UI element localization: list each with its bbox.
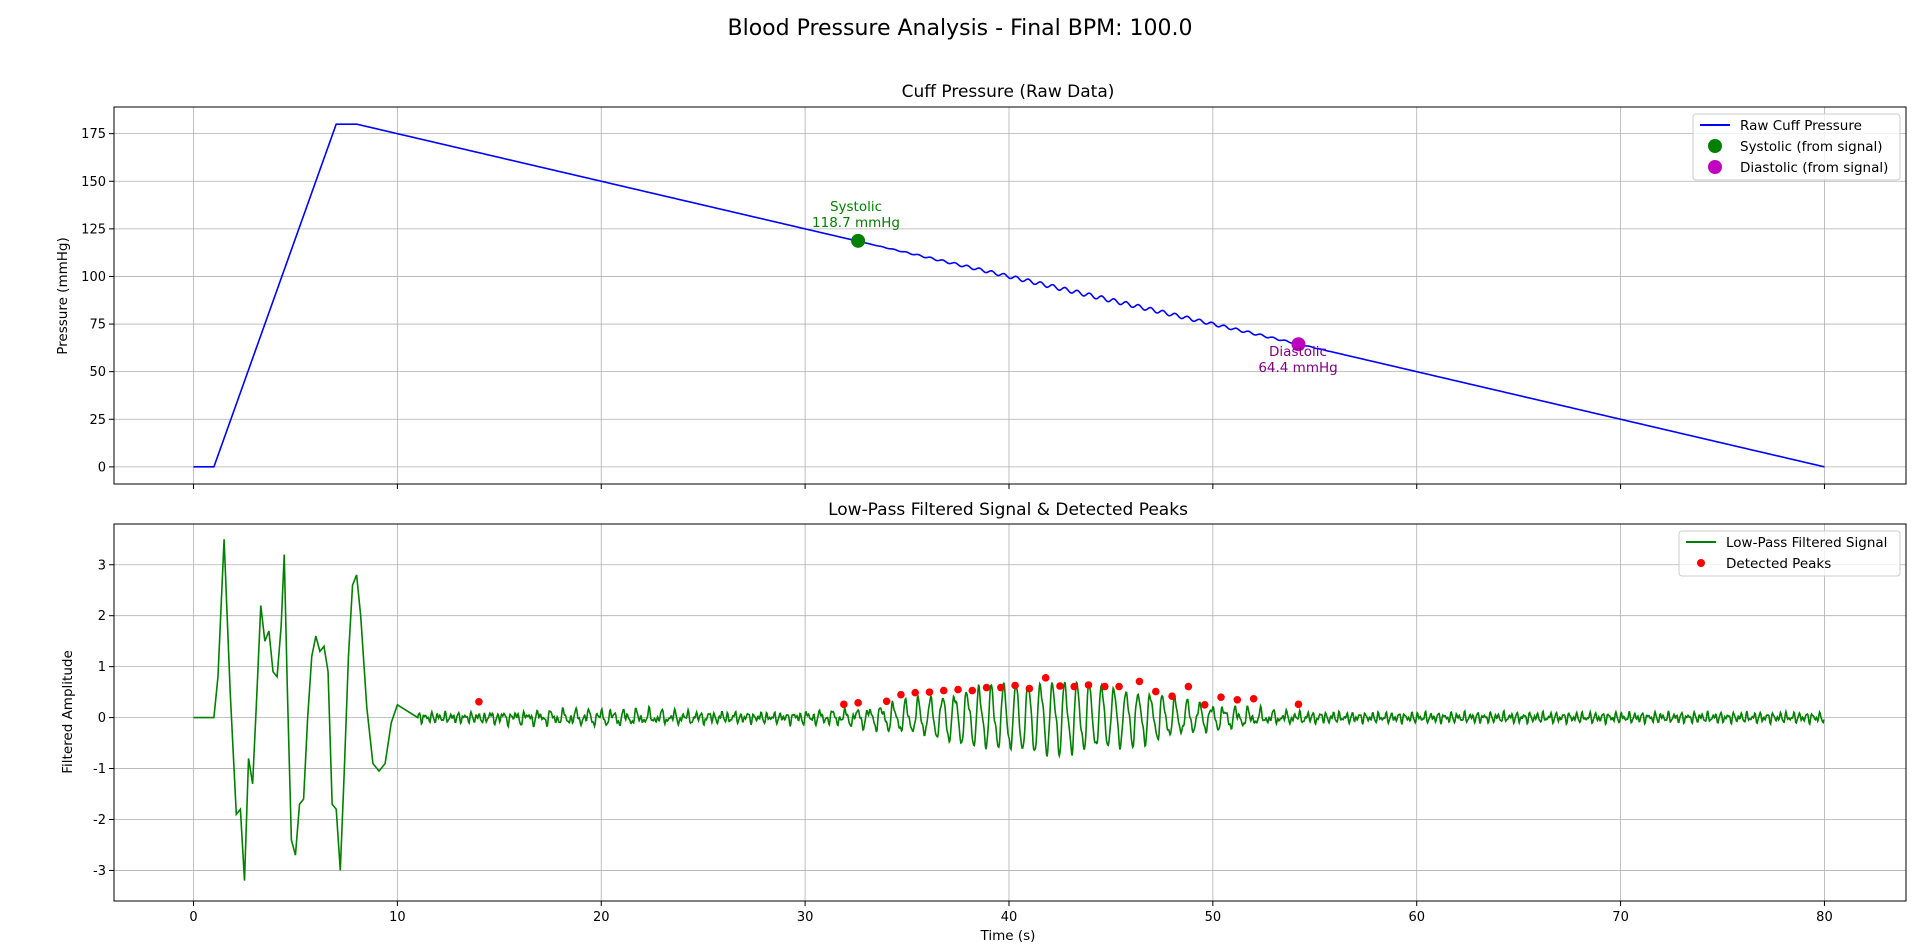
x-tick-label: 30 xyxy=(797,910,814,925)
panel-title-cuff-pressure: Cuff Pressure (Raw Data) xyxy=(902,82,1115,102)
detected-peak-point xyxy=(1200,701,1209,709)
x-tick-label: 10 xyxy=(389,910,406,925)
plot-frame xyxy=(113,106,1907,485)
systolic-marker xyxy=(851,233,866,248)
series-layer xyxy=(193,123,1825,468)
cuff-pressure-panel: Cuff Pressure (Raw Data) 0 25 50 75 100 125 15… xyxy=(55,82,1907,489)
detected-peak-point xyxy=(1025,684,1034,693)
series-layer xyxy=(193,539,1825,881)
panel-title-filtered-signal: Low-Pass Filtered Signal & Detected Peak… xyxy=(828,500,1188,520)
x-ticks xyxy=(193,484,1825,489)
detected-peak-point xyxy=(997,683,1005,692)
detected-peak-point xyxy=(968,686,977,695)
y-tick-label: 125 xyxy=(81,222,106,237)
detected-peak-point xyxy=(1056,682,1064,690)
detected-peak-point xyxy=(1233,695,1242,704)
y-tick-label: 2 xyxy=(98,609,106,624)
diastolic-annotation-label: Diastolic xyxy=(1269,344,1327,360)
legend-label-systolic: Systolic (from signal) xyxy=(1740,139,1883,155)
y-tick-label: 175 xyxy=(81,127,106,142)
y-tick-label: 0 xyxy=(98,711,106,726)
detected-peak-point xyxy=(1184,682,1193,691)
systolic-annotation-label: Systolic xyxy=(830,199,882,215)
legend-marker-detected-peaks xyxy=(1697,559,1705,567)
legend-label-diastolic: Diastolic (from signal) xyxy=(1740,160,1888,176)
detected-peak-point xyxy=(1011,681,1019,690)
legend-label-raw-cuff-pressure: Raw Cuff Pressure xyxy=(1740,118,1862,134)
detected-peak-point xyxy=(1168,692,1176,700)
detected-peak-point xyxy=(1084,681,1093,689)
legend-box xyxy=(1692,113,1901,181)
x-tick-label: 50 xyxy=(1205,910,1222,925)
detected-peak-point xyxy=(1151,687,1160,696)
x-axis-label-time: Time (s) xyxy=(980,928,1036,944)
detected-peak-point xyxy=(1294,700,1303,709)
legend-box xyxy=(1678,530,1901,577)
detected-peak-point xyxy=(1070,682,1079,691)
y-tick-label: 0 xyxy=(98,460,106,475)
plot-frame xyxy=(113,523,1907,902)
y-axis-label-pressure: Pressure (mmHg) xyxy=(55,237,71,355)
y-ticks: -3 -2 -1 0 1 2 3 xyxy=(93,558,114,879)
detected-peak-point xyxy=(925,688,934,696)
systolic-annotation-value: 118.7 mmHg xyxy=(812,215,900,231)
y-tick-label: 1 xyxy=(98,660,106,675)
x-tick-label: 60 xyxy=(1408,910,1425,925)
detected-peak-point xyxy=(1135,677,1144,686)
marker-layer xyxy=(851,233,1306,352)
figure-title: Blood Pressure Analysis - Final BPM: 100… xyxy=(727,16,1192,41)
y-tick-label: -2 xyxy=(93,813,106,828)
y-tick-label: 100 xyxy=(81,270,106,285)
x-ticks: 0 10 20 30 40 50 60 70 80 xyxy=(189,901,1833,925)
marker-layer xyxy=(475,674,1303,709)
legend-marker-diastolic xyxy=(1708,160,1722,174)
detected-peak-point xyxy=(982,683,991,692)
detected-peak-point xyxy=(1041,674,1050,682)
legend-label-filtered-signal: Low-Pass Filtered Signal xyxy=(1726,535,1887,551)
detected-peak-point xyxy=(911,688,920,697)
y-ticks: 0 25 50 75 100 125 150 175 xyxy=(81,127,114,475)
x-tick-label: 40 xyxy=(1001,910,1018,925)
legend-label-detected-peaks: Detected Peaks xyxy=(1726,556,1831,572)
grid xyxy=(114,107,1906,484)
detected-peak-point xyxy=(1249,694,1258,703)
y-tick-label: -1 xyxy=(93,762,106,777)
x-tick-label: 0 xyxy=(189,910,197,925)
detected-peak-point xyxy=(854,699,862,707)
x-tick-label: 20 xyxy=(593,910,610,925)
y-tick-label: 3 xyxy=(98,558,106,573)
detected-peak-point xyxy=(1115,682,1123,691)
y-tick-label: 150 xyxy=(81,175,106,190)
diastolic-annotation-value: 64.4 mmHg xyxy=(1258,360,1337,376)
detected-peak-point xyxy=(897,690,905,699)
detected-peak-point xyxy=(954,685,962,694)
y-tick-label: 25 xyxy=(89,413,106,428)
detected-peak-point xyxy=(1100,682,1109,691)
legend-marker-systolic xyxy=(1708,139,1722,153)
y-axis-label-amplitude: Filtered Amplitude xyxy=(60,650,76,773)
legend: Low-Pass Filtered Signal Detected Peaks xyxy=(1678,530,1901,577)
detected-peak-point xyxy=(939,686,948,695)
y-tick-label: 75 xyxy=(89,318,106,333)
detected-peak-point xyxy=(1217,693,1225,702)
y-tick-label: 50 xyxy=(89,365,106,380)
x-tick-label: 80 xyxy=(1816,910,1833,925)
y-tick-label: -3 xyxy=(93,864,106,879)
detected-peak-point xyxy=(840,700,848,709)
grid xyxy=(114,524,1906,901)
detected-peak-point xyxy=(882,697,891,706)
raw-cuff-pressure-line xyxy=(193,123,1825,468)
legend: Raw Cuff Pressure Systolic (from signal)… xyxy=(1692,113,1901,181)
detected-peak-point xyxy=(475,698,483,706)
filtered-signal-line xyxy=(193,539,1825,881)
x-tick-label: 70 xyxy=(1612,910,1629,925)
filtered-signal-panel: Low-Pass Filtered Signal & Detected Peak… xyxy=(60,500,1907,944)
diastolic-marker xyxy=(1291,337,1306,352)
